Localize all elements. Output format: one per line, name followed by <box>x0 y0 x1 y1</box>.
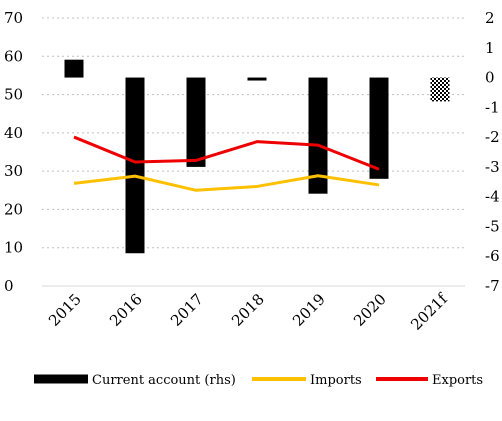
current-account-bar <box>186 77 206 167</box>
left-axis-ticks: 0 10 20 30 40 50 60 70 <box>4 9 23 295</box>
left-tick-label: 60 <box>4 47 23 65</box>
legend-label: Exports <box>432 373 483 388</box>
right-tick-label: -3 <box>485 158 500 176</box>
left-tick-label: 20 <box>4 200 23 218</box>
right-tick-label: -4 <box>485 188 500 206</box>
current-account-bar <box>430 77 450 102</box>
x-tick-label: 2016 <box>106 290 146 330</box>
left-tick-label: 70 <box>4 9 23 27</box>
left-tick-label: 30 <box>4 162 23 180</box>
left-tick-label: 50 <box>4 86 23 104</box>
current-account-bar <box>308 77 328 194</box>
left-tick-label: 0 <box>4 277 14 295</box>
current-account-bar <box>125 77 145 254</box>
x-tick-label: 2018 <box>228 290 268 330</box>
right-tick-label: -7 <box>485 277 500 295</box>
x-tick-label: 2017 <box>167 290 207 330</box>
legend-label: Current account (rhs) <box>92 373 236 388</box>
current-account-bars <box>64 59 450 254</box>
line-series <box>73 135 380 192</box>
right-tick-label: -1 <box>485 98 500 116</box>
x-tick-label: 2021f <box>407 289 452 334</box>
legend: Current account (rhs) Imports Exports <box>34 373 483 388</box>
legend-label: Imports <box>310 373 362 388</box>
right-tick-label: -2 <box>485 128 500 146</box>
gridlines <box>42 17 465 249</box>
imports-line <box>73 174 380 192</box>
x-tick-label: 2019 <box>289 290 329 330</box>
left-tick-label: 10 <box>4 239 23 257</box>
left-tick-label: 40 <box>4 124 23 142</box>
current-account-bar <box>247 77 267 81</box>
right-tick-label: 2 <box>485 9 495 27</box>
x-tick-label: 2015 <box>45 290 85 330</box>
right-tick-label: -6 <box>485 247 500 265</box>
current-account-bar <box>369 77 389 179</box>
exports-line <box>73 135 380 171</box>
right-tick-label: -5 <box>485 217 500 235</box>
current-account-bar <box>64 59 84 78</box>
x-axis-ticks: 2015 2016 2017 2018 2019 2020 2021f <box>45 289 452 334</box>
right-axis-ticks: -7 -6 -5 -4 -3 -2 -1 0 1 2 <box>485 9 500 295</box>
right-tick-label: 1 <box>485 39 495 57</box>
x-tick-label: 2020 <box>350 290 390 330</box>
right-tick-label: 0 <box>485 69 495 87</box>
